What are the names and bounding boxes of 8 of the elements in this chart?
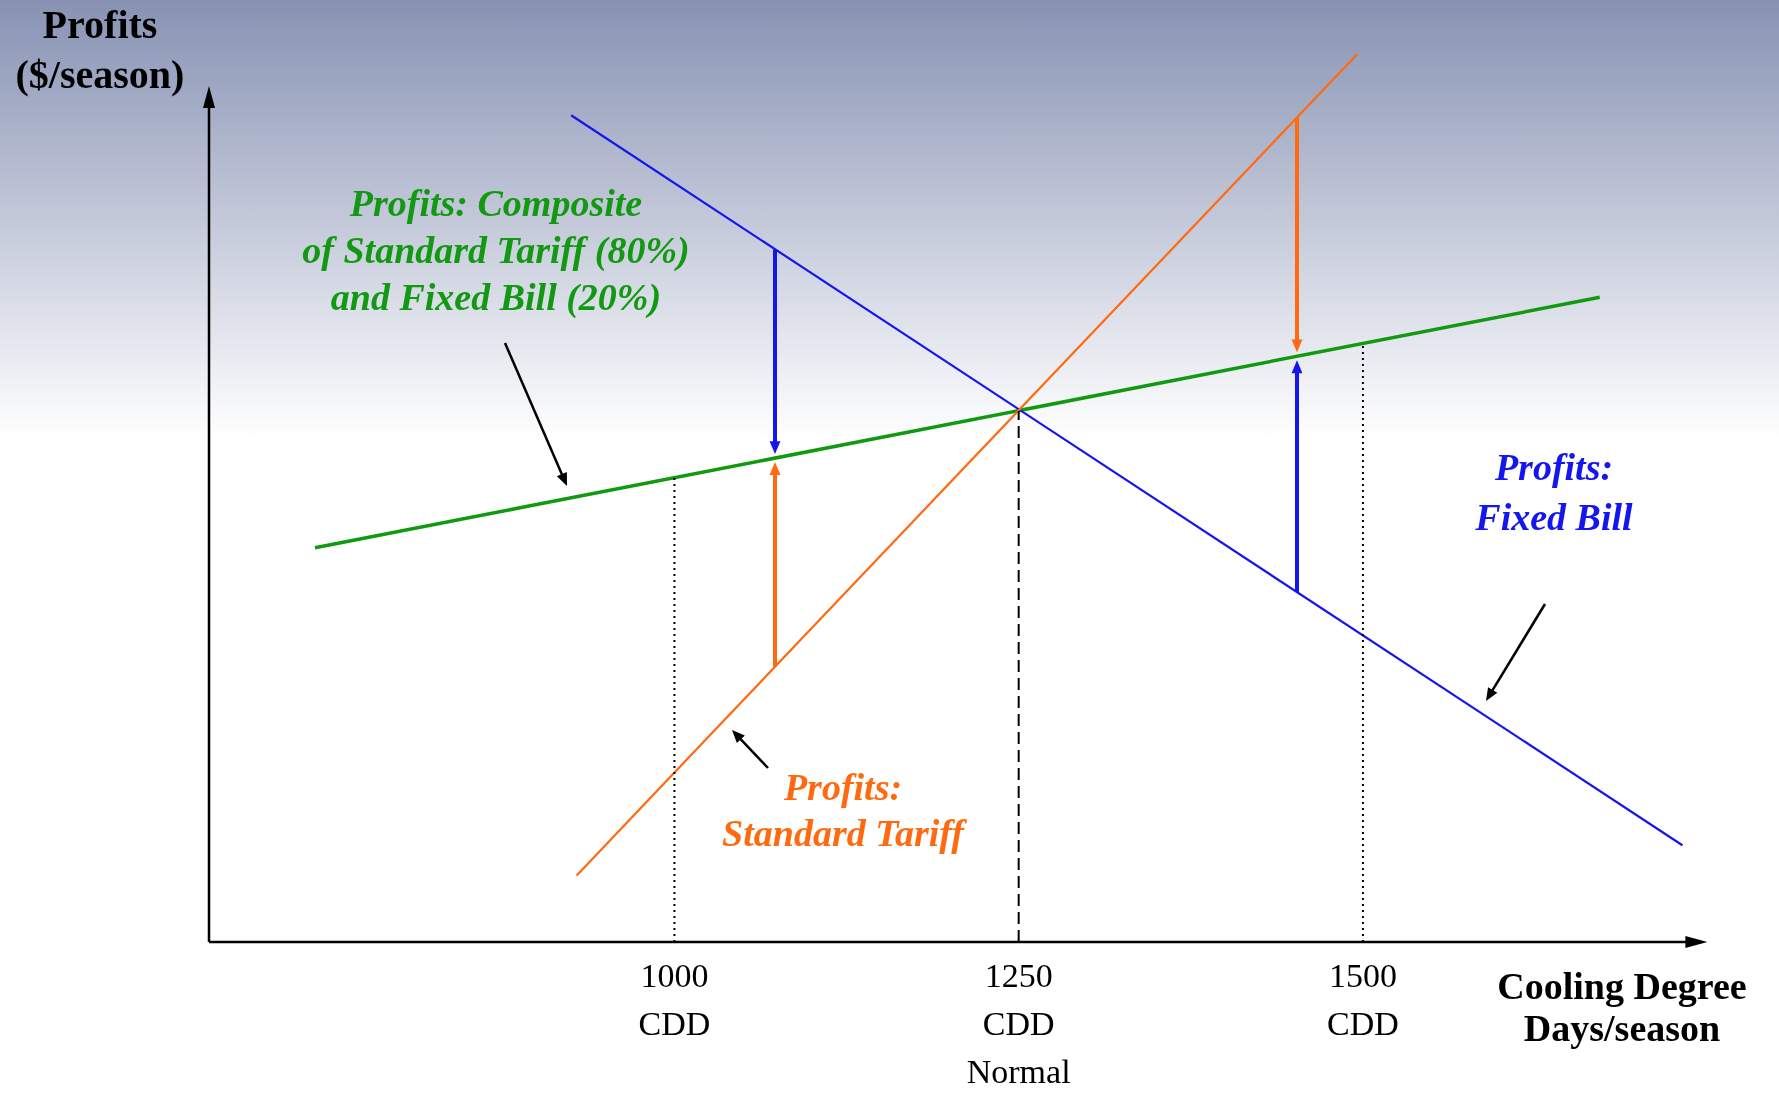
- series-label: Profits: Standard Tariff: [722, 766, 968, 854]
- y-axis-title: Profits ($/season): [15, 2, 185, 97]
- x-axis-title: Cooling Degree Days/season: [1497, 965, 1747, 1049]
- x-tick-label: 1250 CDD Normal: [966, 957, 1071, 1090]
- text: Profits: Composite of Standard Tariff (80%) and Fixed Bill (20%): [302, 182, 690, 319]
- text: Profits: Fixed Bill: [1474, 446, 1634, 538]
- x-tick-label: 1000 CDD: [638, 957, 711, 1042]
- x-tick-label: 1500 CDD: [1327, 957, 1399, 1042]
